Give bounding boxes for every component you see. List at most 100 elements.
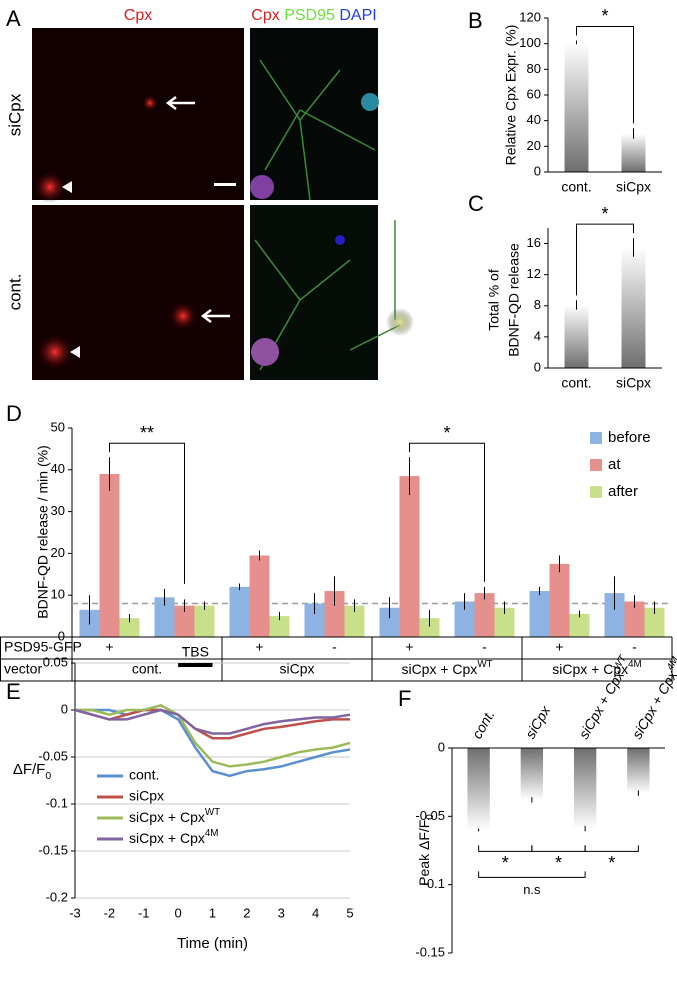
arrow — [200, 309, 230, 323]
y-tick-label: 20 — [527, 138, 541, 153]
bar — [419, 618, 440, 637]
row-label: cont. — [5, 274, 24, 311]
panel-letter: F — [398, 686, 411, 711]
x-tick-label: -3 — [69, 905, 81, 920]
significance-label: * — [601, 204, 608, 224]
bar — [564, 42, 589, 173]
legend-label: cont. — [129, 767, 159, 783]
y-axis-label: BDNF-QD release — [506, 243, 522, 357]
x-tick-label: 0 — [175, 905, 182, 920]
cell — [386, 308, 414, 336]
bar — [624, 601, 645, 637]
y-tick-label: 0 — [534, 163, 541, 178]
x-axis-label: Time (min) — [177, 935, 248, 952]
y-tick-label: 0 — [58, 628, 65, 643]
panel-letter: C — [468, 191, 484, 216]
y-axis-label: ΔF/F0 — [13, 761, 52, 782]
x-tick-label: siCpx — [616, 375, 651, 391]
legend-label: siCpx + Cpx4M — [129, 828, 218, 846]
y-tick-label: 0 — [534, 359, 541, 374]
column-title: Cpx PSD95 DAPI — [251, 7, 376, 24]
bar — [174, 605, 195, 637]
bar — [621, 133, 646, 172]
y-tick-label: 40 — [51, 461, 65, 476]
significance-bracket — [531, 845, 586, 852]
y-axis-label: Relative Cpx Expr. (%) — [503, 25, 519, 166]
arrowhead — [62, 181, 72, 193]
series-line — [74, 708, 350, 740]
significance-label: * — [608, 853, 615, 873]
bar — [604, 593, 625, 637]
y-tick-label: 80 — [527, 61, 541, 76]
cell — [37, 334, 73, 370]
x-tick-label-text: siCpx + Cpx — [575, 667, 627, 742]
bar — [644, 607, 665, 637]
panel-a-images — [32, 28, 414, 380]
bar — [99, 473, 120, 637]
significance-bracket — [109, 442, 185, 584]
y-axis-label-sub: 0 — [425, 814, 436, 820]
table-cell: - — [632, 639, 637, 655]
y-tick-label: -0.05 — [415, 808, 445, 823]
table-cell: + — [255, 639, 263, 655]
y-tick-label: 8 — [534, 297, 541, 312]
y-axis-label-sub: 0 — [45, 770, 51, 782]
y-axis-label-text: Peak ΔF/F — [416, 820, 432, 886]
y-tick-label: 30 — [51, 503, 65, 518]
legend-label: after — [608, 483, 638, 500]
bar — [154, 597, 175, 637]
bar — [494, 607, 515, 637]
legend-swatch — [590, 459, 602, 471]
significance-label: * — [601, 6, 608, 26]
y-tick-label: -0.15 — [415, 944, 445, 959]
y-axis-label: Total % of — [486, 269, 502, 331]
stain-label: Cpx — [251, 7, 279, 24]
panel-letter: E — [6, 679, 21, 704]
bar — [621, 247, 646, 368]
table-row-label: vector — [4, 661, 42, 677]
significance-label: * — [502, 853, 509, 873]
stain-label: PSD95 — [284, 7, 335, 24]
bar — [627, 748, 650, 794]
table-cell-text: siCpx + Cpx — [552, 661, 628, 677]
legend-label-text: siCpx + Cpx — [129, 809, 205, 825]
panel-letter: A — [6, 6, 21, 31]
significance-bracket — [584, 845, 639, 852]
bar — [324, 591, 345, 637]
y-tick-label: 10 — [51, 587, 65, 602]
significance-bracket — [576, 223, 634, 296]
series-line — [74, 708, 351, 735]
y-axis-label-text: ΔF/F — [13, 761, 46, 778]
y-axis-label: Peak ΔF/F0 — [416, 814, 436, 886]
y-tick-label: -0.2 — [46, 889, 68, 904]
bar — [119, 618, 140, 637]
bar — [549, 563, 570, 637]
stain-label: DAPI — [339, 7, 376, 24]
bar — [269, 616, 290, 637]
y-tick-label: 0.05 — [43, 654, 68, 669]
bar — [564, 305, 589, 368]
y-tick-label: 50 — [51, 419, 65, 434]
significance-label: * — [443, 423, 450, 443]
cell — [335, 235, 345, 245]
x-tick-label: 5 — [346, 905, 353, 920]
cell — [169, 302, 197, 330]
x-tick-label: cont. — [469, 707, 498, 741]
x-tick-label: 4 — [312, 905, 319, 920]
y-axis-label: BDNF-QD release / min (%) — [35, 445, 51, 618]
legend-swatch — [590, 432, 602, 444]
y-tick-label: 60 — [527, 86, 541, 101]
significance-label: * — [555, 853, 562, 873]
x-tick-label: siCpx — [522, 702, 554, 741]
cell — [361, 93, 379, 111]
table-cell-sup: 4M — [628, 659, 642, 670]
table-cell: - — [482, 639, 487, 655]
scale-bar — [214, 183, 236, 186]
annotation-label: TBS — [182, 644, 209, 660]
y-tick-label: 40 — [527, 112, 541, 127]
y-tick-label: -0.15 — [38, 842, 68, 857]
y-tick-label: 20 — [51, 545, 65, 560]
table-cell: - — [332, 639, 337, 655]
significance-bracket — [478, 871, 586, 878]
y-tick-label: 0 — [61, 701, 68, 716]
